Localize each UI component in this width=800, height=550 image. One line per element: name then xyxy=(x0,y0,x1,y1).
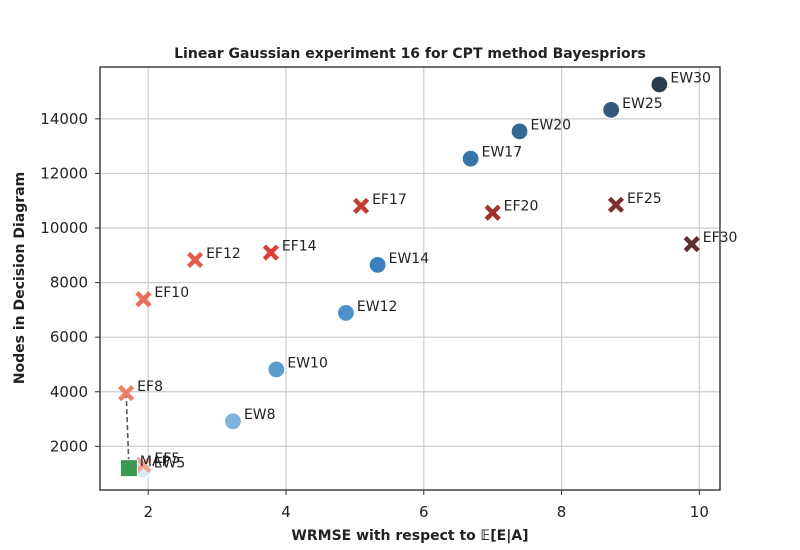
point-ef14 xyxy=(262,244,279,261)
point-mark-stroke xyxy=(607,196,625,213)
label-ef8: EF8 xyxy=(137,379,163,395)
point-mark-stroke xyxy=(118,385,135,402)
label-ew25: EW25 xyxy=(622,96,663,112)
point-mark-stroke xyxy=(135,291,152,308)
label-ew20: EW20 xyxy=(531,117,572,133)
label-map: MAP xyxy=(140,454,170,470)
label-ef25: EF25 xyxy=(627,191,662,207)
point-mark-stroke xyxy=(135,456,152,473)
label-ew8: EW8 xyxy=(244,407,276,423)
x-tick-label: 2 xyxy=(143,503,153,521)
point-ef5 xyxy=(135,456,152,473)
point-ew8 xyxy=(223,412,243,431)
y-tick-label: 14000 xyxy=(40,110,88,128)
label-ew5: EW5 xyxy=(154,456,186,472)
label-ew12: EW12 xyxy=(357,299,398,315)
point-ef17 xyxy=(352,197,370,214)
point-ew10 xyxy=(267,360,286,379)
x-axis-label: WRMSE with respect to 𝔼[E|A] xyxy=(291,528,528,544)
y-axis-label: Nodes in Decision Diagram xyxy=(12,172,28,384)
pareto-front-line xyxy=(125,393,130,469)
point-mark-stroke xyxy=(186,251,204,269)
point-ef25 xyxy=(607,196,625,213)
label-ef12: EF12 xyxy=(206,246,241,262)
label-ew30: EW30 xyxy=(670,70,711,86)
y-tick-label: 2000 xyxy=(50,437,88,455)
label-ef20: EF20 xyxy=(504,199,539,215)
point-ef8 xyxy=(118,385,135,402)
label-ew10: EW10 xyxy=(287,355,328,371)
point-ef10 xyxy=(135,291,152,308)
y-tick-label: 10000 xyxy=(40,219,88,237)
label-ew14: EW14 xyxy=(389,251,430,267)
label-ef17: EF17 xyxy=(372,192,407,208)
y-tick-label: 6000 xyxy=(50,328,88,346)
label-ef30: EF30 xyxy=(703,230,738,246)
plot-frame xyxy=(99,66,721,491)
point-ew30 xyxy=(650,75,669,94)
point-mark-stroke xyxy=(352,197,370,214)
point-ew14 xyxy=(368,255,387,274)
point-ef12 xyxy=(186,251,204,269)
x-tick-label: 8 xyxy=(557,503,567,521)
point-ef30 xyxy=(683,236,700,253)
x-tick-label: 4 xyxy=(281,503,291,521)
point-mark-stroke xyxy=(683,236,700,253)
point-ew25 xyxy=(602,100,621,119)
label-ef5: EF5 xyxy=(154,451,180,467)
point-ew17 xyxy=(461,149,480,168)
point-mark-stroke xyxy=(484,204,501,221)
y-tick-label: 8000 xyxy=(50,274,88,292)
x-tick-label: 6 xyxy=(419,503,429,521)
point-ef20 xyxy=(484,204,501,221)
y-tick-label: 12000 xyxy=(40,164,88,182)
y-tick-label: 4000 xyxy=(50,383,88,401)
label-ef10: EF10 xyxy=(154,285,189,301)
label-ew17: EW17 xyxy=(482,145,523,161)
point-mark-stroke xyxy=(262,244,279,261)
point-ew20 xyxy=(510,122,529,141)
x-tick-label: 10 xyxy=(690,503,709,521)
point-ew12 xyxy=(336,303,356,322)
chart-title: Linear Gaussian experiment 16 for CPT me… xyxy=(174,46,646,62)
label-ef14: EF14 xyxy=(282,239,317,255)
point-map xyxy=(119,459,138,478)
